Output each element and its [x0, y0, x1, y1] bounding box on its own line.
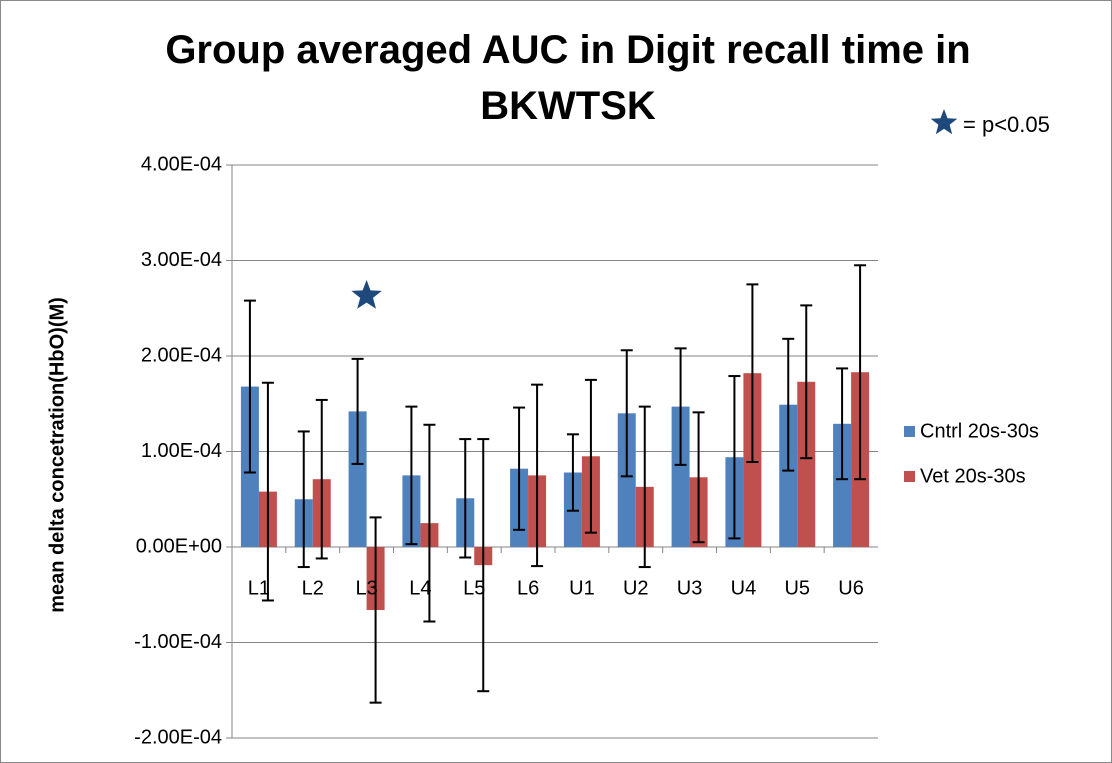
x-tick-label: U1 [569, 577, 595, 599]
x-tick-label: L6 [517, 577, 539, 599]
bar [779, 404, 798, 547]
x-tick-label: L1 [248, 577, 270, 599]
x-tick-label: L5 [463, 577, 485, 599]
x-tick-label: L4 [409, 577, 431, 599]
legend-swatch [904, 426, 915, 437]
y-axis-label: mean delta concetration(HbO)(M) [46, 297, 68, 613]
x-tick-label: U4 [731, 577, 757, 599]
bar [671, 406, 690, 547]
y-tick-label: 0.00E+00 [136, 535, 222, 557]
bar [348, 411, 367, 547]
x-tick-label: L3 [355, 577, 377, 599]
legend-label: Vet 20s-30s [920, 465, 1026, 487]
y-tick-label: 1.00E-04 [141, 440, 222, 462]
y-tick-label: 3.00E-04 [141, 249, 222, 271]
significance-marker [351, 279, 382, 309]
bar [617, 413, 636, 547]
y-tick-label: -1.00E-04 [134, 631, 222, 653]
x-tick-label: U2 [623, 577, 649, 599]
y-tick-label: 4.00E-04 [141, 153, 222, 175]
bar [833, 423, 852, 547]
x-tick-label: U6 [838, 577, 864, 599]
y-tick-label: 2.00E-04 [141, 344, 222, 366]
chart-title: Group averaged AUC in Digit recall time … [165, 28, 971, 128]
significance-label: = p<0.05 [963, 112, 1050, 137]
x-tick-label: L2 [302, 577, 324, 599]
bar [797, 381, 816, 547]
x-tick-label: U3 [677, 577, 703, 599]
significance-star [930, 109, 958, 135]
legend-swatch [904, 471, 915, 482]
y-tick-label: -2.00E-04 [134, 726, 222, 748]
x-tick-label: U5 [784, 577, 810, 599]
legend-label: Cntrl 20s-30s [920, 420, 1039, 442]
